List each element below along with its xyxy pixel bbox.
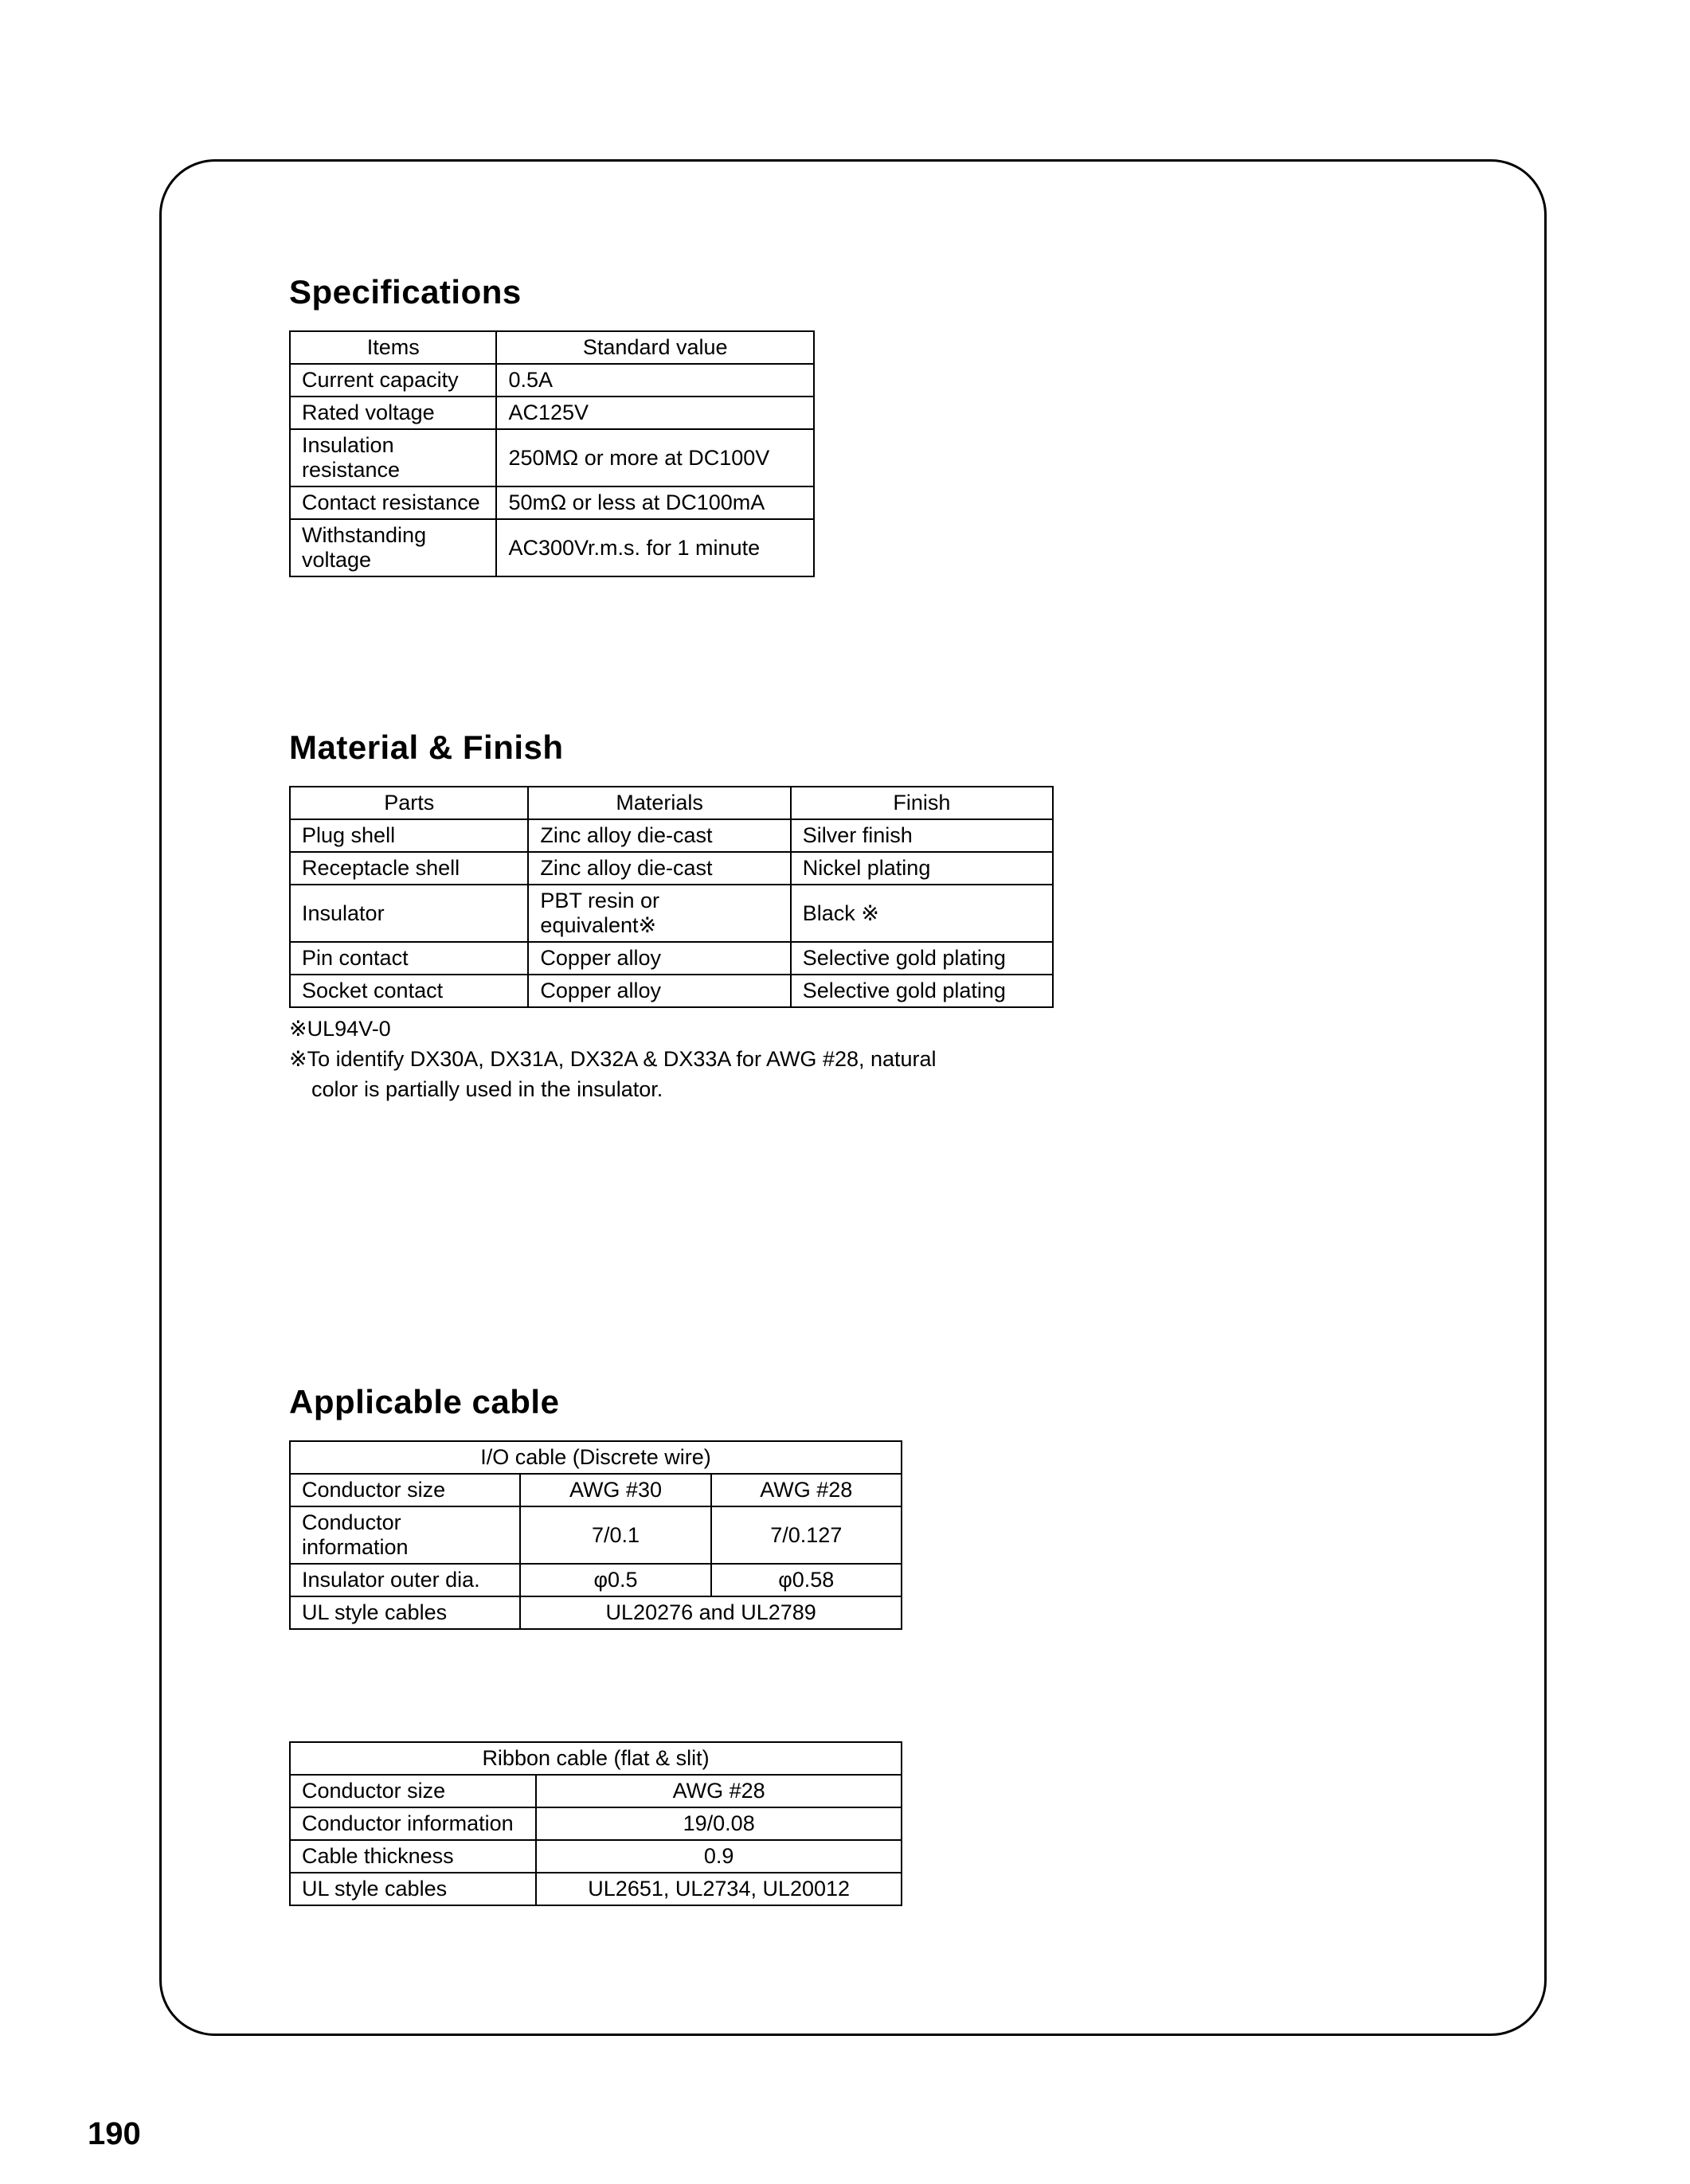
- table-cell: φ0.5: [520, 1564, 710, 1596]
- table-cell: Plug shell: [290, 819, 528, 852]
- table-row: Insulator outer dia. φ0.5 φ0.58: [290, 1564, 902, 1596]
- table-cell: Current capacity: [290, 364, 496, 397]
- applicable-cable-section: Applicable cable I/O cable (Discrete wir…: [289, 1383, 1385, 1906]
- table-cell: UL style cables: [290, 1596, 520, 1629]
- footnote-line: color is partially used in the insulator…: [289, 1075, 1385, 1105]
- table-cell: PBT resin or equivalent※: [528, 885, 790, 942]
- table-row: I/O cable (Discrete wire): [290, 1441, 902, 1474]
- table-cell: 0.5A: [496, 364, 814, 397]
- table-cell: 50mΩ or less at DC100mA: [496, 486, 814, 519]
- table-row: Conductor size AWG #28: [290, 1775, 902, 1807]
- table-cell: Withstanding voltage: [290, 519, 496, 576]
- column-header: Parts: [290, 787, 528, 819]
- table-row: Rated voltage AC125V: [290, 397, 814, 429]
- table-cell: Conductor size: [290, 1775, 536, 1807]
- table-cell: UL2651, UL2734, UL20012: [536, 1873, 902, 1905]
- table-row: Conductor size AWG #30 AWG #28: [290, 1474, 902, 1506]
- table-cell: Cable thickness: [290, 1840, 536, 1873]
- table-row: Cable thickness 0.9: [290, 1840, 902, 1873]
- table-cell: AC300Vr.m.s. for 1 minute: [496, 519, 814, 576]
- material-finish-title: Material & Finish: [289, 729, 1385, 767]
- table-row: Insulation resistance 250MΩ or more at D…: [290, 429, 814, 486]
- page: Specifications Items Standard value Curr…: [0, 0, 1690, 2184]
- table-cell: 7/0.1: [520, 1506, 710, 1564]
- table-cell: 250MΩ or more at DC100V: [496, 429, 814, 486]
- table-cell: Conductor information: [290, 1807, 536, 1840]
- material-finish-table: Parts Materials Finish Plug shell Zinc a…: [289, 786, 1054, 1008]
- column-header: Materials: [528, 787, 790, 819]
- table-cell: Conductor information: [290, 1506, 520, 1564]
- table-cell: 19/0.08: [536, 1807, 902, 1840]
- table-cell: Insulator: [290, 885, 528, 942]
- table-cell: Pin contact: [290, 942, 528, 975]
- table-cell: Copper alloy: [528, 942, 790, 975]
- column-header: Finish: [791, 787, 1053, 819]
- table-header: I/O cable (Discrete wire): [290, 1441, 902, 1474]
- column-header: Standard value: [496, 331, 814, 364]
- table-cell: Insulation resistance: [290, 429, 496, 486]
- spacer: [289, 1104, 1385, 1383]
- table-cell: Zinc alloy die-cast: [528, 819, 790, 852]
- table-cell: Selective gold plating: [791, 975, 1053, 1007]
- table-cell: Nickel plating: [791, 852, 1053, 885]
- table-cell: AWG #30: [520, 1474, 710, 1506]
- table-row: Items Standard value: [290, 331, 814, 364]
- page-number: 190: [88, 2116, 141, 2152]
- ribbon-cable-table: Ribbon cable (flat & slit) Conductor siz…: [289, 1741, 902, 1906]
- table-row: Socket contact Copper alloy Selective go…: [290, 975, 1053, 1007]
- table-cell: AC125V: [496, 397, 814, 429]
- table-cell: Receptacle shell: [290, 852, 528, 885]
- table-cell: Copper alloy: [528, 975, 790, 1007]
- table-cell: 0.9: [536, 1840, 902, 1873]
- table-row: UL style cables UL2651, UL2734, UL20012: [290, 1873, 902, 1905]
- specifications-section: Specifications Items Standard value Curr…: [289, 273, 1385, 577]
- table-row: Plug shell Zinc alloy die-cast Silver fi…: [290, 819, 1053, 852]
- material-footnotes: ※UL94V-0 ※To identify DX30A, DX31A, DX32…: [289, 1014, 1385, 1104]
- table-cell: 7/0.127: [711, 1506, 902, 1564]
- table-row: Current capacity 0.5A: [290, 364, 814, 397]
- table-cell: UL20276 and UL2789: [520, 1596, 902, 1629]
- table-cell: Socket contact: [290, 975, 528, 1007]
- table-row: Ribbon cable (flat & slit): [290, 1742, 902, 1775]
- table-row: Contact resistance 50mΩ or less at DC100…: [290, 486, 814, 519]
- table-cell: Conductor size: [290, 1474, 520, 1506]
- table-row: Conductor information 19/0.08: [290, 1807, 902, 1840]
- table-cell: Zinc alloy die-cast: [528, 852, 790, 885]
- table-row: Insulator PBT resin or equivalent※ Black…: [290, 885, 1053, 942]
- table-row: Conductor information 7/0.1 7/0.127: [290, 1506, 902, 1564]
- table-row: Parts Materials Finish: [290, 787, 1053, 819]
- table-cell: φ0.58: [711, 1564, 902, 1596]
- table-header: Ribbon cable (flat & slit): [290, 1742, 902, 1775]
- specifications-table: Items Standard value Current capacity 0.…: [289, 330, 815, 577]
- table-row: Withstanding voltage AC300Vr.m.s. for 1 …: [290, 519, 814, 576]
- material-finish-section: Material & Finish Parts Materials Finish…: [289, 729, 1385, 1104]
- io-cable-table: I/O cable (Discrete wire) Conductor size…: [289, 1440, 902, 1630]
- spacer: [289, 577, 1385, 729]
- footnote-line: ※To identify DX30A, DX31A, DX32A & DX33A…: [289, 1045, 1385, 1075]
- content-frame: Specifications Items Standard value Curr…: [159, 159, 1547, 2036]
- table-cell: Black ※: [791, 885, 1053, 942]
- table-cell: UL style cables: [290, 1873, 536, 1905]
- table-row: Receptacle shell Zinc alloy die-cast Nic…: [290, 852, 1053, 885]
- table-cell: Rated voltage: [290, 397, 496, 429]
- applicable-cable-title: Applicable cable: [289, 1383, 1385, 1421]
- table-cell: Selective gold plating: [791, 942, 1053, 975]
- column-header: Items: [290, 331, 496, 364]
- table-cell: AWG #28: [711, 1474, 902, 1506]
- table-cell: AWG #28: [536, 1775, 902, 1807]
- table-row: UL style cables UL20276 and UL2789: [290, 1596, 902, 1629]
- footnote-line: ※UL94V-0: [289, 1014, 1385, 1045]
- spacer: [289, 1630, 1385, 1741]
- table-cell: Silver finish: [791, 819, 1053, 852]
- table-cell: Insulator outer dia.: [290, 1564, 520, 1596]
- specifications-title: Specifications: [289, 273, 1385, 311]
- table-row: Pin contact Copper alloy Selective gold …: [290, 942, 1053, 975]
- table-cell: Contact resistance: [290, 486, 496, 519]
